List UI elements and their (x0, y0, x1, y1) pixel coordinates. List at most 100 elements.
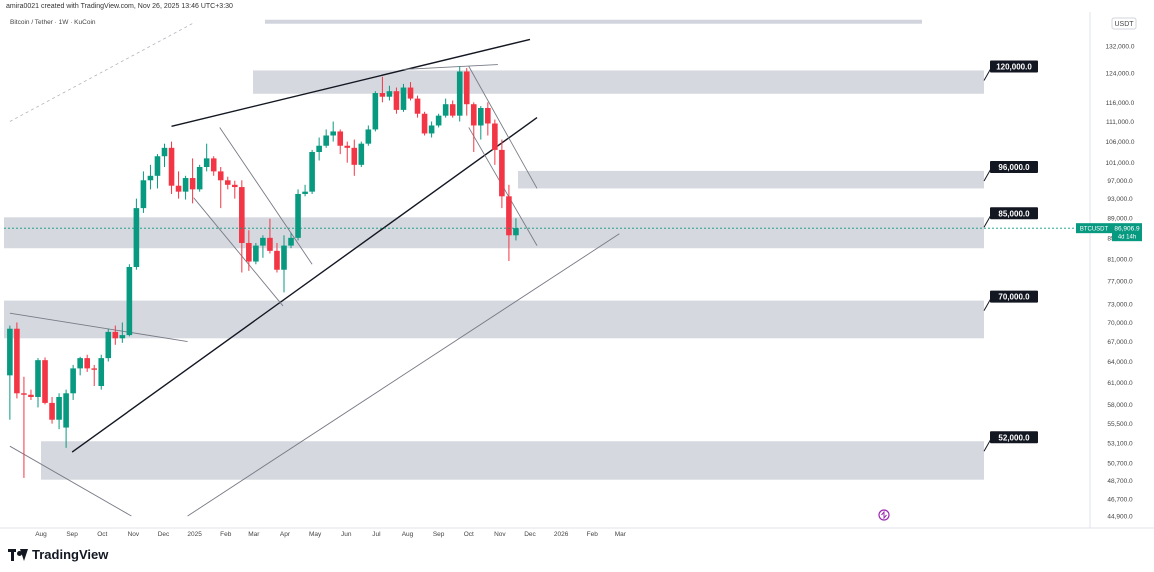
time-axis[interactable]: Aug Sep Oct Nov Dec 2025 Feb Mar Apr May Jun Jul Aug… (0, 527, 1154, 538)
candle (274, 242, 280, 273)
candle-body (351, 147, 358, 165)
candle (21, 376, 27, 478)
candle-body (133, 208, 140, 267)
zone-label-box (990, 60, 1038, 73)
zone-band (41, 441, 984, 480)
candle-body (14, 328, 20, 394)
candle-body (21, 393, 27, 395)
trendline (171, 38, 531, 127)
candle (7, 325, 13, 420)
zone-label-layer: 120,000.0 96,000.0 85,000.0 70,000.0 52,000.… (983, 60, 1038, 452)
candle-body (309, 152, 315, 192)
candle (35, 358, 41, 408)
price-tick-label: 81,000.0 (1107, 256, 1133, 263)
candle-body (119, 335, 126, 339)
price-tag-value: 86,906.9 (1114, 226, 1140, 233)
candle-body (288, 237, 294, 246)
time-tick-label: Mar (615, 531, 627, 538)
trendline (9, 445, 132, 517)
zone-label: 85,000.0 (998, 209, 1030, 218)
candle-body (302, 191, 308, 194)
candle-body (435, 115, 442, 126)
time-tick-label: Dec (158, 531, 170, 538)
candle-body (189, 178, 196, 190)
candle (253, 242, 259, 265)
candle-body (260, 237, 266, 246)
currency-label[interactable]: USDT (1114, 21, 1134, 28)
candle (442, 98, 449, 118)
candle-body (224, 180, 231, 185)
candle (351, 139, 358, 176)
candle-body (323, 135, 329, 146)
price-tick-label: 124,000.0 (1106, 71, 1135, 78)
current-price-layer: BTCUSDT 86,906.9 4d 14h (4, 223, 1142, 242)
candle (203, 143, 210, 172)
candle (267, 218, 273, 254)
price-chart[interactable]: 120,000.0 96,000.0 85,000.0 70,000.0 52,000.… (0, 0, 1154, 540)
zone-band (518, 170, 984, 189)
tradingview-logo[interactable]: TradingView (8, 547, 108, 562)
candle (463, 68, 470, 116)
candle (302, 184, 308, 197)
symbol-tag (1076, 223, 1112, 234)
candle (70, 364, 76, 400)
candle-body (35, 360, 41, 397)
candle (513, 218, 519, 241)
candle (133, 198, 140, 270)
candle-body (414, 98, 421, 114)
candle (182, 175, 189, 200)
candle (407, 82, 414, 101)
price-tick-label: 50,700.0 (1107, 461, 1133, 468)
candle (154, 154, 161, 189)
price-tick-label: 46,700.0 (1107, 496, 1133, 503)
candle (189, 158, 196, 204)
price-tick-label: 97,000.0 (1107, 178, 1133, 185)
trendline (187, 233, 620, 517)
event-icon-glyph (881, 510, 887, 520)
trendline (9, 312, 188, 342)
candle (470, 102, 477, 153)
time-tick-label: Sep (66, 531, 78, 538)
candle (478, 106, 484, 140)
time-tick-label: Jul (372, 531, 381, 538)
candle-body (428, 125, 435, 134)
candle (309, 149, 315, 194)
candle (421, 111, 428, 136)
candle-body (126, 266, 133, 336)
candle-body (442, 104, 449, 116)
time-tick-label: Feb (587, 531, 599, 538)
candle-body (253, 245, 259, 262)
candle-body (499, 149, 505, 197)
candle-body (330, 131, 336, 136)
candle-body (154, 156, 161, 176)
price-tick-label: 73,000.0 (1107, 302, 1133, 309)
candle-body (147, 175, 154, 181)
candle (246, 230, 252, 271)
zone-label-box (990, 207, 1038, 220)
candle-body (470, 104, 477, 126)
candle-body (161, 147, 168, 157)
candle-body (421, 113, 428, 134)
candle-body (295, 193, 301, 238)
candle-body (485, 107, 491, 124)
time-tick-label: Oct (464, 531, 474, 538)
candle (337, 129, 344, 155)
time-tick-label: Sep (433, 531, 445, 538)
candle-body (168, 147, 175, 186)
price-tick-label: 89,000.0 (1107, 215, 1133, 222)
candle (231, 180, 238, 199)
zone-label: 120,000.0 (996, 62, 1032, 71)
candle (288, 232, 294, 249)
candle-body (217, 171, 224, 181)
event-icon[interactable] (878, 509, 890, 521)
candle (260, 235, 266, 258)
author-line: amira0021 created with TradingView.com, … (6, 3, 233, 10)
price-axis[interactable]: 132,000.0 124,000.0 116,000.0 111,000.0 106,… (1089, 12, 1137, 528)
candle (77, 356, 83, 376)
candle (239, 180, 245, 273)
price-tick-label: 106,000.0 (1106, 139, 1135, 146)
candle (161, 143, 168, 168)
candle (379, 76, 386, 103)
top-zone-band (265, 19, 922, 24)
price-tick-label: 44,900.0 (1107, 514, 1133, 521)
